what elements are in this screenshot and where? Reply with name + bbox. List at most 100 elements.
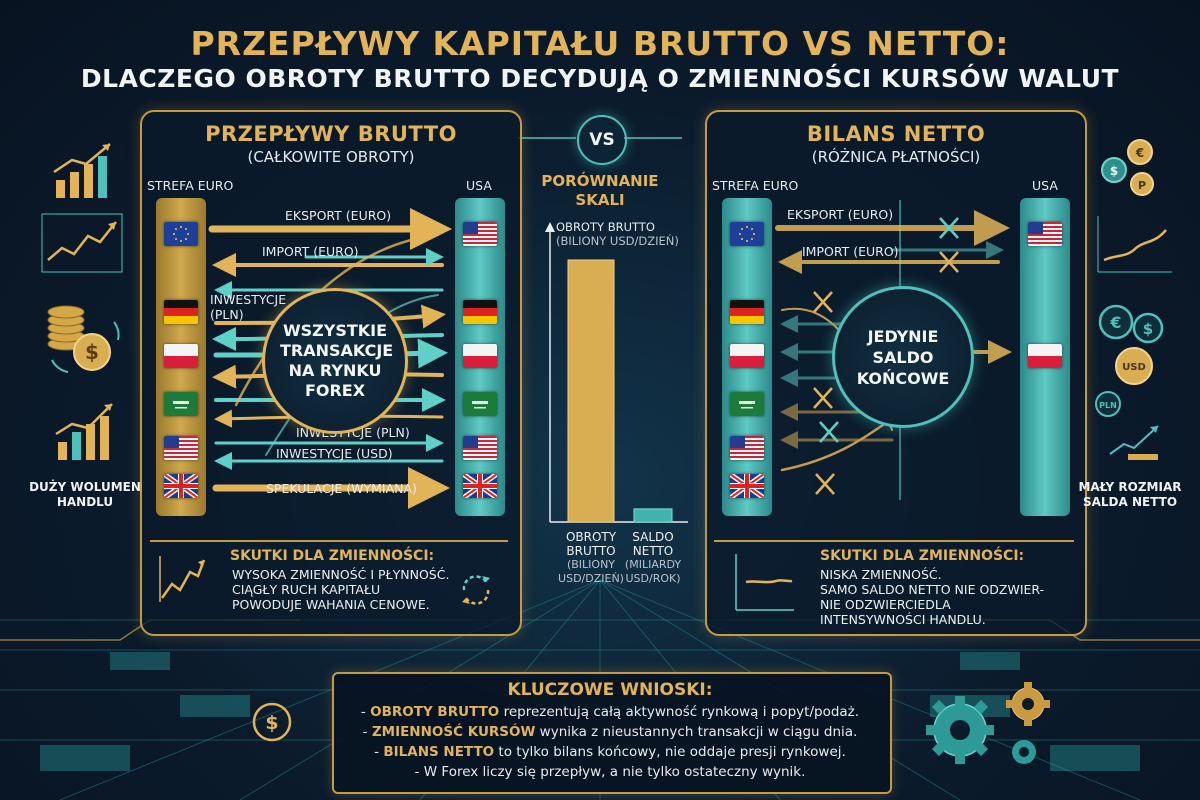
takeaway-prefix: - <box>414 764 424 780</box>
eu-flag-icon <box>730 222 764 246</box>
takeaway-highlight: BILANS NETTO <box>383 744 495 760</box>
net-effects-line-3: NIE ODZWIERCIEDLA <box>820 597 951 612</box>
poland-flag-icon <box>730 344 764 368</box>
main-title: PRZEPŁYWY KAPITAŁU BRUTTO VS NETTO: <box>190 24 1010 63</box>
dollar-sign-text: $ <box>85 340 99 364</box>
net-final-balance-text: JEDYNIE SALDO KOŃCOWE <box>856 326 950 388</box>
key-takeaway-4: - W Forex liczy się przepływ, a nie tylk… <box>332 762 888 782</box>
bar1-label: OBROTY BRUTTO (BILIONY USD/DZIEŃ) <box>556 530 626 586</box>
germany-flag-icon <box>730 300 764 324</box>
large-volume-caption: DUŻY WOLUMEN HANDLU <box>29 480 141 509</box>
flow-label-export: EKSPORT (EURO) <box>285 208 392 223</box>
usa-flag-icon <box>164 436 198 460</box>
all-forex-transactions-circle: WSZYSTKIE TRANSAKCJE NA RYNKU FOREX <box>262 288 408 434</box>
key-takeaways-box <box>332 672 892 794</box>
net-effects-box <box>714 540 1074 628</box>
small-net-balance-caption: MAŁY ROZMIAR SALDA NETTO <box>1078 480 1182 509</box>
net-effects-line-4: INTENSYWNOŚCI HANDLU. <box>820 612 986 627</box>
usa-flag-icon <box>463 222 497 246</box>
left-eurozone-label: STREFA EURO <box>147 178 234 193</box>
poland-flag-icon <box>164 344 198 368</box>
poland-flag-icon <box>463 344 497 368</box>
usa-flag-icon <box>730 436 764 460</box>
net-flow-label-export: EKSPORT (EURO) <box>787 207 894 222</box>
flow-label-import: IMPORT (EURO) <box>262 244 359 259</box>
comparison-axis-label: OBROTY BRUTTO (BILIONY USD/DZIEŃ) <box>556 220 679 248</box>
uk-flag-icon <box>164 474 198 498</box>
takeaway-prefix: - <box>360 704 371 720</box>
bar2-label: SALDO NETTO (MILIARDY USD/ROK) <box>622 530 684 586</box>
takeaway-text: W Forex liczy się przepływ, a nie tylko … <box>423 764 806 780</box>
vs-connector-line <box>518 137 682 139</box>
dollar-coin-text: $ <box>1110 164 1118 178</box>
bar1-label-text: OBROTY BRUTTO <box>565 530 617 558</box>
gross-flows-title: PRZEPŁYWY BRUTTO <box>205 122 457 146</box>
usd-coin-text: USD <box>1122 362 1146 373</box>
uk-flag-icon <box>730 474 764 498</box>
gross-effects-box <box>150 540 508 628</box>
bar2-unit-text: (MILIARDY USD/ROK) <box>624 558 682 585</box>
rising-chart-icon <box>159 556 206 602</box>
net-balance-bar <box>633 508 673 523</box>
uk-flag-icon <box>463 474 497 498</box>
gross-effects-line-3: POWODUJE WAHANIA CENOWE. <box>232 597 430 612</box>
net-effects-title: SKUTKI DLA ZMIENNOŚCI: <box>820 548 1025 564</box>
germany-flag-icon <box>463 300 497 324</box>
germany-flag-icon <box>164 300 198 324</box>
dollar-badge-icon: $ <box>252 702 292 742</box>
comparison-title-line-2: SKALI <box>575 191 625 209</box>
net-flow-label-import: IMPORT (EURO) <box>802 244 899 259</box>
net-effects-line-2: SAMO SALDO NETTO NIE ODZWIER- <box>820 582 1045 597</box>
eu-flag-icon <box>164 222 198 246</box>
comparison-title-line-1: PORÓWNANIE <box>541 172 659 190</box>
flow-label-speculation: SPEKULACJE (WYMIANA) <box>266 481 417 496</box>
line-chart-icon <box>41 213 123 273</box>
bar-growth-icon <box>53 143 111 198</box>
growth-bars-icon <box>55 403 113 460</box>
comparison-axis-label-line-1: OBROTY BRUTTO <box>556 220 655 234</box>
all-forex-transactions-text: WSZYSTKIE TRANSAKCJE NA RYNKU FOREX <box>280 321 394 400</box>
net-balance-title: BILANS NETTO <box>806 122 986 146</box>
bar1-unit-text: (BILIONY USD/DZIEŃ) <box>558 558 624 585</box>
gears-icon <box>926 682 1050 764</box>
gross-flows-subtitle: (CAŁKOWITE OBROTY) <box>247 148 415 166</box>
takeaway-highlight: OBROTY BRUTTO <box>370 704 500 720</box>
euro-sign-text: € <box>1109 313 1121 332</box>
flat-chart-icon <box>735 554 794 611</box>
bar2-label-text: SALDO NETTO <box>632 530 674 558</box>
euro-coin-text: € <box>1135 146 1144 160</box>
bottom-dollar-text: $ <box>265 712 278 734</box>
flow-label-investment-pln: INWESTYCJE (PLN) <box>210 292 287 322</box>
takeaway-prefix: - <box>374 744 384 760</box>
takeaway-prefix: - <box>362 724 372 740</box>
gross-effects-line-2: CIĄGŁY RUCH KAPITAŁU <box>232 582 381 597</box>
dollar-sign-text: $ <box>1143 320 1153 338</box>
poland-flag-icon <box>1028 344 1062 368</box>
comparison-chart <box>545 222 688 523</box>
saudi-flag-icon <box>730 392 764 416</box>
net-effects-line-1: NISKA ZMIENNOŚĆ. <box>820 567 942 582</box>
saudi-flag-icon <box>164 392 198 416</box>
p-coin-text: P <box>1138 179 1146 192</box>
comparison-title: PORÓWNANIE SKALI <box>530 172 670 210</box>
currency-coins-icon: € $ USD PLN <box>1095 304 1164 417</box>
pln-coin-text: PLN <box>1099 401 1117 410</box>
dollar-coins-icon: $ <box>47 305 120 373</box>
key-takeaways-title: KLUCZOWE WNIOSKI: <box>507 680 713 700</box>
cycle-arrows-icon <box>462 575 490 605</box>
key-takeaway-3: - BILANS NETTO to tylko bilans końcowy, … <box>332 742 888 762</box>
small-growth-icon <box>1109 425 1159 460</box>
key-takeaways-list: - OBROTY BRUTTO reprezentują całą aktywn… <box>332 702 888 782</box>
flow-label-investment-usd: INWESTYCJE (USD) <box>276 446 393 461</box>
usa-flag-icon <box>463 436 497 460</box>
takeaway-text: to tylko bilans końcowy, nie oddaje pres… <box>494 744 846 760</box>
takeaway-text: reprezentują całą aktywność rynkową i po… <box>499 704 860 720</box>
takeaway-highlight: ZMIENNOŚĆ KURSÓW <box>371 724 536 740</box>
rising-line-chart-icon <box>1097 216 1172 273</box>
right-usa-label: USA <box>1032 178 1058 193</box>
comparison-axis-label-line-2: (BILIONY USD/DZIEŃ) <box>556 234 679 248</box>
right-eurozone-label: STREFA EURO <box>712 178 799 193</box>
gross-effects-line-1: WYSOKA ZMIENNOŚĆ I PŁYNNOŚĆ. <box>232 567 450 582</box>
left-usa-label: USA <box>466 178 492 193</box>
main-subtitle: DLACZEGO OBROTY BRUTTO DECYDUJĄ O ZMIENN… <box>80 64 1120 93</box>
